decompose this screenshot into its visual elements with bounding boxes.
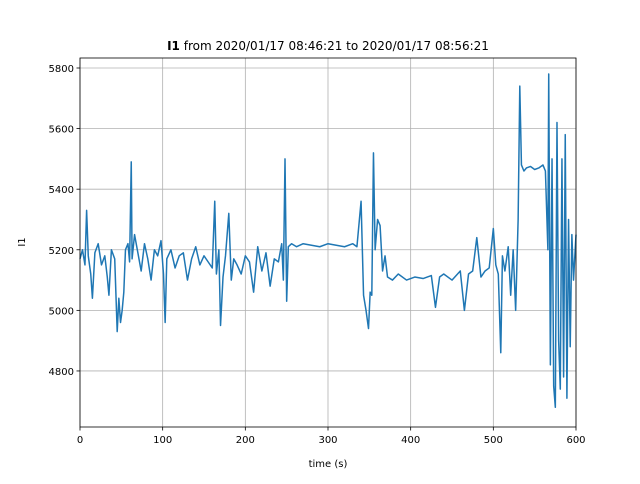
x-axis-label: time (s) <box>309 459 348 470</box>
y-tick-label: 5200 <box>49 246 74 257</box>
data-line <box>79 73 577 409</box>
y-tick-label: 5800 <box>49 64 74 75</box>
y-tick-label: 5400 <box>49 185 74 196</box>
y-axis-label: I1 <box>17 237 28 246</box>
plot-frame <box>79 57 577 428</box>
x-tick-label: 300 <box>318 435 337 446</box>
x-tick-label: 400 <box>401 435 420 446</box>
x-tick-label: 100 <box>153 435 172 446</box>
x-tick-label: 600 <box>566 435 585 446</box>
title-text: from 2020/01/17 08:46:21 to 2020/01/17 0… <box>184 39 489 53</box>
x-tick-label: 200 <box>236 435 255 446</box>
y-tick-label: 4800 <box>49 367 74 378</box>
title-signal: I1 <box>167 39 180 53</box>
y-tick-label: 5000 <box>49 306 74 317</box>
chart-title: I1 from 2020/01/17 08:46:21 to 2020/01/1… <box>167 39 489 53</box>
y-tick-label: 5600 <box>49 125 74 136</box>
x-tick-label: 500 <box>484 435 503 446</box>
x-tick-label: 0 <box>77 435 83 446</box>
